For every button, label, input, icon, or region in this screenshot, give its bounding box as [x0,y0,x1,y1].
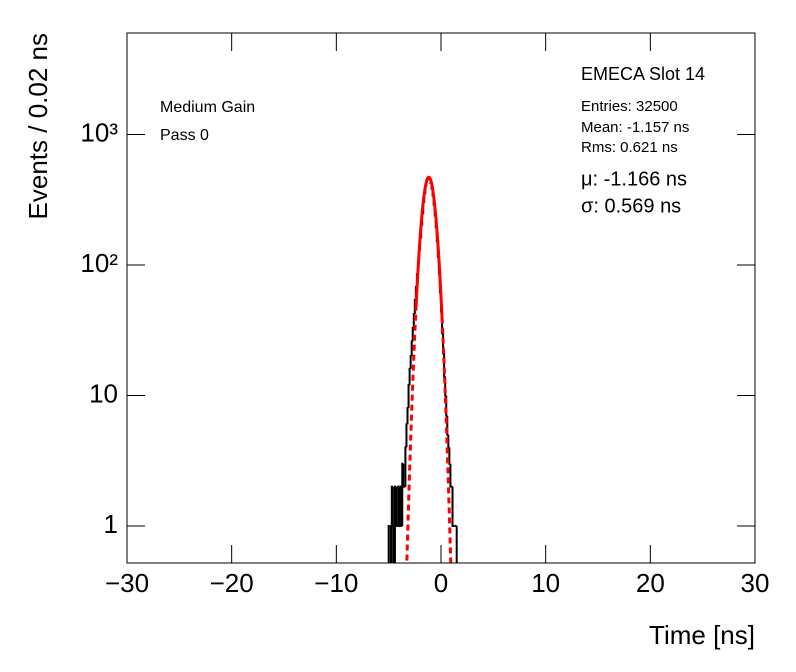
y-tick-label: 10 [89,378,118,408]
stats-entries: Entries: 32500 [581,98,678,115]
x-axis-label: Time [ns] [649,620,755,650]
histogram-bin [402,463,405,488]
histogram-bin [449,463,452,488]
histogram-bin [455,525,458,563]
stats-rms: Rms: 0.621 ns [581,139,678,156]
annotation: Pass 0 [160,127,209,144]
x-tick-label: 0 [434,568,448,598]
x-tick-label: 20 [636,568,665,598]
x-tick-label: 10 [531,568,560,598]
y-axis-label: Events / 0.02 ns [23,33,53,219]
fit-sigma: σ: 0.569 ns [581,195,681,217]
fit-curve [414,175,444,318]
histogram-bin [389,525,392,563]
histogram-bin [406,407,409,425]
x-tick-label: −10 [314,568,358,598]
stats-mean: Mean: -1.157 ns [581,119,689,136]
x-tick-label: 30 [741,568,770,598]
fit-mean: μ: -1.166 ns [581,168,687,190]
chart-title: EMECA Slot 14 [581,64,705,84]
histogram-bin [410,340,413,357]
histogram-bin [404,446,407,487]
x-tick-label: −20 [210,568,254,598]
y-tick-label: 10² [80,248,118,278]
y-tick-label: 1 [104,509,118,539]
histogram-bin [409,355,412,369]
plot-area [387,175,458,563]
histogram-bin [391,486,394,527]
histogram-bin [451,486,454,527]
histogram-bin [448,447,451,465]
histogram-bin [408,367,411,386]
histogram-bin [447,434,450,449]
histogram-bin [387,524,390,563]
histogram-bin [394,486,398,527]
annotation: Medium Gain [160,99,255,116]
histogram-bin [392,525,395,563]
y-tick-label: 10³ [80,117,118,147]
histogram-bin [405,423,408,448]
histogram-bin [407,384,410,409]
x-tick-label: −30 [105,568,149,598]
